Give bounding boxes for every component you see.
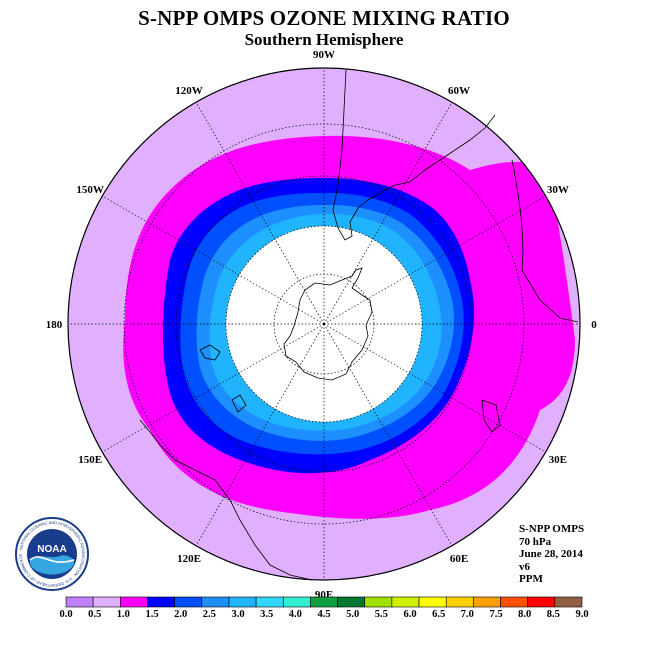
colorbar-tick-label: 8.0 — [518, 609, 532, 620]
colorbar-tick-label: 2.0 — [174, 609, 188, 620]
info-date: June 28, 2014 — [519, 548, 583, 560]
coastline-africa — [511, 159, 579, 323]
longitude-label: 90W — [313, 49, 335, 61]
colorbar-tick-label: 3.5 — [260, 609, 274, 620]
info-level: 70 hPa — [519, 535, 552, 548]
colorbar-swatch — [337, 596, 366, 608]
colorbar-tick-label: 6.0 — [403, 609, 417, 620]
meridian-line — [323, 323, 453, 546]
info-instrument: S-NPP OMPS — [519, 523, 585, 535]
longitude-label: 150E — [78, 454, 102, 466]
longitude-label: 150W — [76, 184, 104, 196]
map-title: S-NPP OMPS OZONE MIXING RATIO — [138, 6, 510, 30]
colorbar-tick-label: 0.5 — [88, 609, 102, 620]
colorbar-swatch — [527, 596, 556, 608]
colorbar-swatch — [120, 596, 148, 608]
info-units: PPM — [519, 573, 543, 585]
info-version: v6 — [519, 560, 530, 573]
colorbar-swatch — [147, 596, 175, 608]
colorbar-tick-label: 3.0 — [231, 609, 245, 620]
colorbar-tick-label: 5.0 — [346, 609, 360, 620]
longitude-label: 60W — [448, 85, 470, 97]
longitude-label: 120E — [177, 553, 201, 565]
longitude-label: 180 — [46, 319, 63, 331]
colorbar-swatch — [174, 596, 203, 608]
colorbar-swatch — [282, 596, 311, 608]
longitude-label: 60E — [450, 553, 468, 565]
coastline-new-zealand — [199, 344, 247, 413]
longitude-label: 30W — [547, 184, 569, 196]
colorbar-swatch — [201, 596, 230, 608]
colorbar-swatch — [228, 596, 257, 608]
colorbar-tick-label: 7.5 — [489, 609, 503, 620]
meridian-line — [102, 195, 325, 325]
colorbar-tick-label: 9.0 — [575, 609, 589, 620]
colorbar-tick-label: 0.0 — [59, 609, 73, 620]
colorbar-tick-label: 1.5 — [145, 609, 159, 620]
meridian-line — [323, 102, 453, 325]
colorbar-swatch — [310, 596, 338, 608]
noaa-logo-text: NOAA — [37, 544, 66, 555]
colorbar-swatch — [92, 596, 121, 608]
meridian-line — [323, 323, 546, 453]
colorbar-tick-label: 7.0 — [460, 609, 474, 620]
colorbar-tick-label: 8.5 — [546, 609, 560, 620]
graticule — [68, 68, 580, 580]
meridian-line — [195, 323, 325, 546]
colorbar-swatch — [255, 596, 284, 608]
coastline-south-america — [332, 69, 496, 241]
colorbar-swatch — [391, 596, 420, 608]
meridian-line — [102, 323, 325, 453]
colorbar-swatch — [445, 596, 474, 608]
colorbar-swatch — [418, 596, 447, 608]
coastline-australia — [139, 419, 313, 581]
meridian-line — [195, 102, 325, 325]
colorbar-swatch — [500, 596, 528, 608]
colorbar-swatch — [364, 596, 393, 608]
colorbar-swatch — [65, 596, 94, 608]
longitude-label: 120W — [175, 85, 203, 97]
colorbar-tick-label: 5.5 — [374, 609, 388, 620]
info-panel: S-NPP OMPS 70 hPa June 28, 2014 v6 PPM — [519, 523, 584, 586]
coastline-madagascar — [481, 399, 501, 433]
colorbar-tick-label: 4.0 — [288, 609, 302, 620]
coastlines — [139, 69, 579, 581]
map-subtitle: Southern Hemisphere — [244, 30, 404, 49]
colorbar-swatch — [473, 596, 501, 608]
colorbar-tick-label: 2.5 — [202, 609, 216, 620]
longitude-label: 30E — [549, 454, 567, 466]
colorbar-swatch — [554, 596, 583, 608]
coastline-antarctica — [283, 267, 373, 381]
noaa-logo: NOAA NATIONAL OCEANIC AND ATMOSPHERIC AD… — [14, 516, 90, 597]
colorbar-tick-label: 4.5 — [317, 609, 331, 620]
colorbar-tick-label: 1.0 — [116, 609, 130, 620]
meridian-line — [323, 195, 546, 325]
colorbar-tick-label: 6.5 — [432, 609, 446, 620]
longitude-label: 0 — [591, 319, 597, 331]
